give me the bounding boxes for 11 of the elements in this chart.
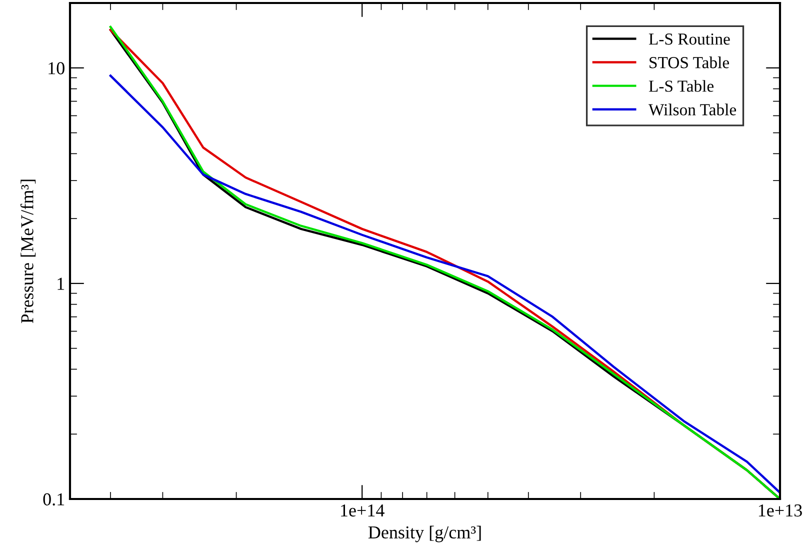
legend-label: L-S Table: [648, 80, 714, 92]
y-tick-label: 0.1: [43, 493, 64, 506]
y-tick-label: 10: [48, 62, 64, 74]
x-tick-label: 1e+14: [341, 504, 384, 517]
x-tick-label: 1e+13: [758, 504, 802, 517]
legend-label: Wilson Table: [648, 104, 736, 116]
legend-label: L-S Routine: [648, 34, 730, 45]
legend-label: STOS Table: [650, 56, 730, 68]
x-axis-title: Density [g/cm³]: [368, 526, 481, 542]
y-tick-label: 1: [58, 278, 64, 290]
y-axis-title: Pressure [MeV/fm³]: [20, 180, 36, 324]
